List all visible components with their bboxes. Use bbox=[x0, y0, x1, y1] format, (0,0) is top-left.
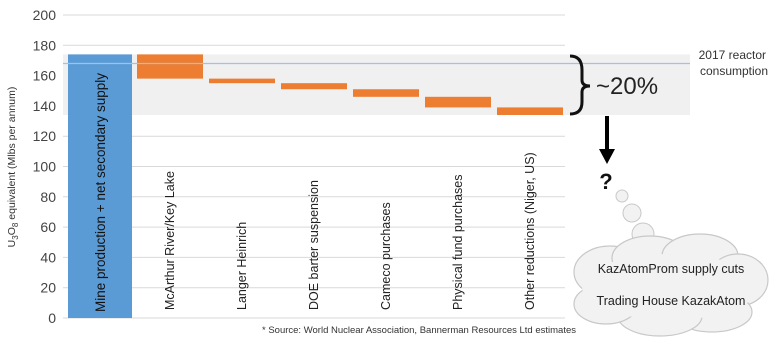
y-tick-label: 160 bbox=[33, 68, 57, 84]
y-tick-label: 120 bbox=[33, 128, 57, 144]
y-tick-label: 0 bbox=[48, 310, 56, 326]
reduction-step-bar bbox=[137, 54, 203, 79]
down-arrow-head-icon bbox=[599, 149, 615, 164]
reference-label-line: consumption bbox=[700, 64, 768, 78]
bars-group bbox=[68, 54, 563, 318]
source-note: * Source: World Nuclear Association, Ban… bbox=[262, 325, 576, 336]
gap-bracket bbox=[569, 54, 591, 116]
category-labels: Mine production + net secondary supply Mc… bbox=[93, 73, 537, 312]
reduction-step-bar bbox=[425, 96, 491, 108]
y-tick-label: 100 bbox=[33, 159, 57, 175]
y-axis-label-part: U bbox=[6, 240, 18, 248]
y-axis-label-part: equivalent (Mlbs per annum) bbox=[6, 87, 18, 223]
thought-bubble-small bbox=[615, 189, 629, 203]
category-label: Other reductions (Niger, US) bbox=[523, 152, 537, 310]
y-tick-label: 60 bbox=[40, 219, 56, 235]
y-axis-label-subscript: 8 bbox=[11, 222, 20, 227]
y-axis-label-subscript: 3 bbox=[11, 235, 20, 240]
category-label: DOE barter suspension bbox=[307, 180, 321, 310]
reduction-step-bar bbox=[353, 89, 419, 97]
total-supply-bar bbox=[68, 54, 132, 318]
gap-percentage: ~20% bbox=[596, 73, 658, 100]
y-axis-label-part: O bbox=[6, 227, 18, 235]
thought-cloud: KazAtomProm supply cuts Trading House Ka… bbox=[573, 189, 769, 337]
y-tick-labels: 0 20 40 60 80 100 120 140 160 180 200 bbox=[33, 7, 57, 326]
category-label: Mine production + net secondary supply bbox=[93, 73, 108, 312]
question-mark: ? bbox=[599, 169, 612, 194]
category-label: Cameco purchases bbox=[379, 202, 393, 310]
y-tick-label: 40 bbox=[40, 249, 56, 265]
y-axis-label: U3O8 equivalent (Mlbs per annum) bbox=[6, 87, 20, 248]
reference-label-line: 2017 reactor bbox=[699, 48, 766, 62]
category-label: McArthur River/Key Lake bbox=[163, 171, 177, 310]
category-label: Langer Heinrich bbox=[235, 222, 249, 310]
reduction-step-bar bbox=[497, 107, 563, 115]
y-tick-label: 180 bbox=[33, 37, 57, 53]
thought-bubble-medium bbox=[622, 203, 642, 223]
reduction-step-bar bbox=[281, 83, 347, 90]
y-tick-label: 20 bbox=[40, 280, 56, 296]
cloud-item: Trading House KazakAtom bbox=[597, 294, 746, 308]
cloud-item: KazAtomProm supply cuts bbox=[598, 262, 745, 276]
y-tick-label: 140 bbox=[33, 98, 57, 114]
reference-line-label: 2017 reactor consumption bbox=[699, 48, 770, 78]
y-tick-label: 200 bbox=[33, 7, 57, 23]
reduction-step-bar bbox=[209, 78, 275, 84]
y-tick-label: 80 bbox=[40, 189, 56, 205]
category-label: Physical fund purchases bbox=[451, 175, 465, 311]
